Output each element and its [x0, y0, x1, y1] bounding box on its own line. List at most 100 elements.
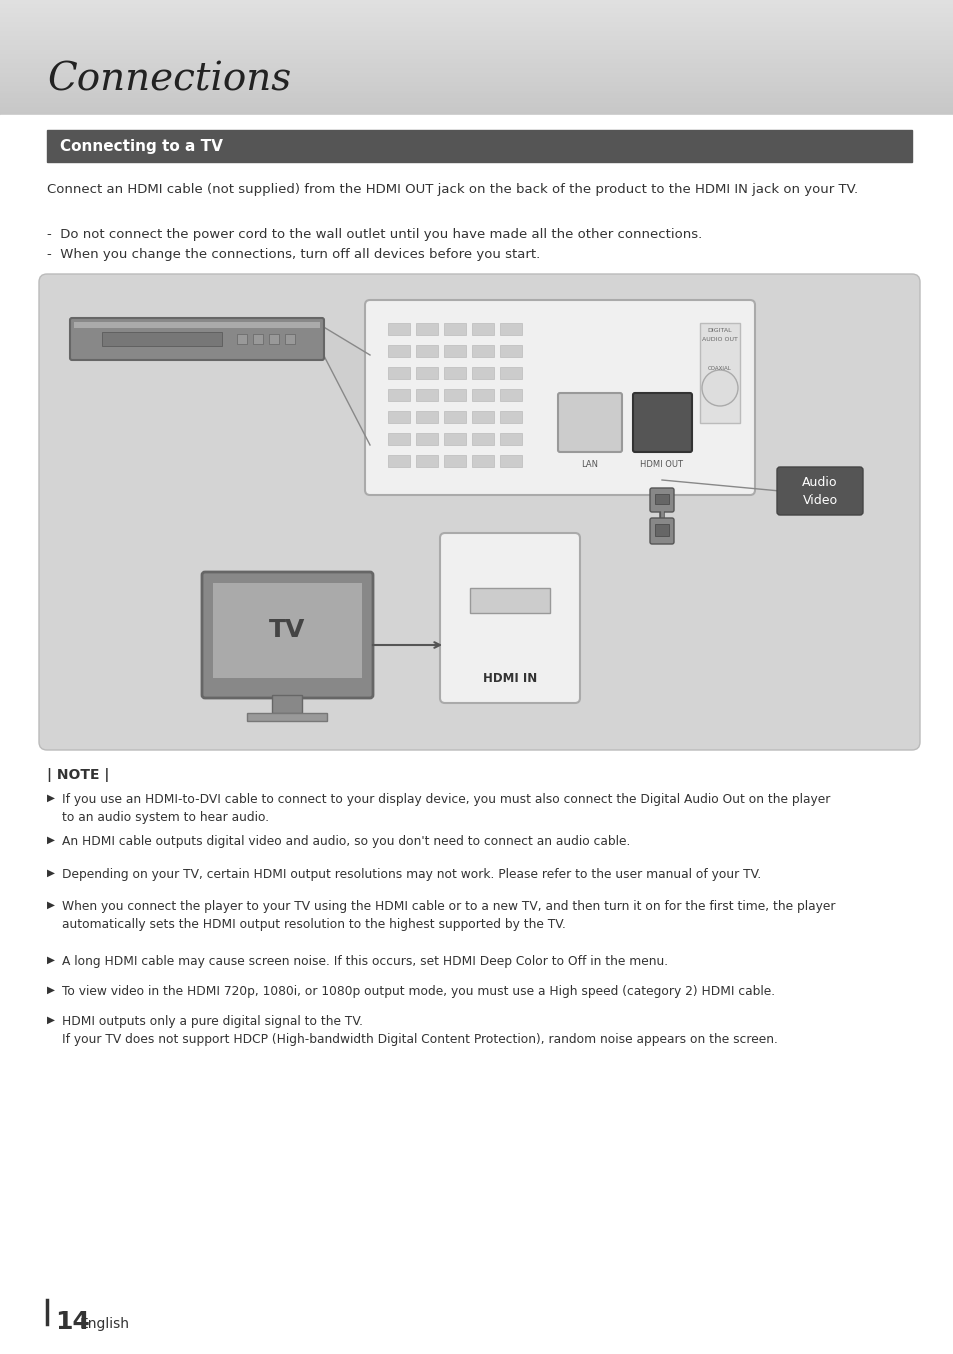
FancyBboxPatch shape: [776, 467, 862, 515]
Text: AUDIO OUT: AUDIO OUT: [701, 337, 738, 343]
FancyBboxPatch shape: [649, 519, 673, 544]
Bar: [443, 389, 465, 401]
Bar: [0, 19, 953, 22]
Bar: [0, 72, 953, 74]
Bar: [0, 20, 953, 23]
Text: HDMI outputs only a pure digital signal to the TV.
If your TV does not support H: HDMI outputs only a pure digital signal …: [62, 1016, 777, 1047]
Text: To view video in the HDMI 720p, 1080i, or 1080p output mode, you must use a High: To view video in the HDMI 720p, 1080i, o…: [62, 984, 774, 998]
Bar: [0, 42, 953, 45]
Text: A long HDMI cable may cause screen noise. If this occurs, set HDMI Deep Color to: A long HDMI cable may cause screen noise…: [62, 955, 667, 968]
Bar: [416, 433, 437, 445]
FancyBboxPatch shape: [439, 533, 579, 703]
Bar: [102, 332, 222, 347]
Bar: [269, 334, 278, 344]
Bar: [0, 37, 953, 39]
Bar: [0, 16, 953, 19]
Bar: [0, 50, 953, 53]
Bar: [655, 524, 668, 536]
Text: -  When you change the connections, turn off all devices before you start.: - When you change the connections, turn …: [47, 248, 539, 261]
Bar: [0, 0, 953, 3]
Text: Connect an HDMI cable (not supplied) from the HDMI OUT jack on the back of the p: Connect an HDMI cable (not supplied) fro…: [47, 183, 858, 196]
Text: COAXIAL: COAXIAL: [707, 366, 731, 371]
Bar: [416, 324, 437, 334]
Text: If you use an HDMI-to-DVI cable to connect to your display device, you must also: If you use an HDMI-to-DVI cable to conne…: [62, 793, 829, 825]
Bar: [0, 57, 953, 61]
Bar: [388, 412, 410, 422]
Bar: [472, 389, 494, 401]
Bar: [0, 111, 953, 114]
Bar: [0, 39, 953, 42]
Bar: [0, 89, 953, 92]
Text: Depending on your TV, certain HDMI output resolutions may not work. Please refer: Depending on your TV, certain HDMI outpu…: [62, 868, 760, 881]
FancyBboxPatch shape: [39, 274, 919, 750]
Text: Connecting to a TV: Connecting to a TV: [60, 138, 223, 153]
Bar: [416, 389, 437, 401]
Bar: [0, 85, 953, 88]
Text: | NOTE |: | NOTE |: [47, 768, 110, 783]
Bar: [0, 69, 953, 72]
Bar: [0, 43, 953, 46]
FancyBboxPatch shape: [649, 487, 673, 512]
Bar: [0, 83, 953, 85]
Bar: [0, 80, 953, 84]
Bar: [0, 73, 953, 76]
Bar: [0, 27, 953, 30]
Bar: [0, 106, 953, 108]
Bar: [0, 65, 953, 68]
Bar: [472, 367, 494, 379]
Bar: [213, 584, 361, 678]
Bar: [0, 99, 953, 102]
Bar: [443, 324, 465, 334]
Bar: [499, 345, 521, 357]
Text: LAN: LAN: [581, 460, 598, 468]
Bar: [443, 433, 465, 445]
Text: When you connect the player to your TV using the HDMI cable or to a new TV, and : When you connect the player to your TV u…: [62, 900, 835, 932]
Bar: [0, 108, 953, 111]
Bar: [388, 433, 410, 445]
Bar: [0, 96, 953, 99]
Bar: [416, 345, 437, 357]
Bar: [0, 66, 953, 69]
Bar: [247, 714, 327, 720]
Bar: [416, 412, 437, 422]
Bar: [0, 112, 953, 115]
Bar: [388, 324, 410, 334]
Bar: [0, 9, 953, 12]
Bar: [499, 412, 521, 422]
Bar: [253, 334, 263, 344]
Bar: [472, 455, 494, 467]
FancyBboxPatch shape: [202, 571, 373, 699]
Bar: [499, 389, 521, 401]
Bar: [0, 53, 953, 56]
Text: ▶: ▶: [47, 955, 55, 965]
Text: ▶: ▶: [47, 793, 55, 803]
Text: ▶: ▶: [47, 868, 55, 877]
Bar: [388, 389, 410, 401]
Bar: [499, 367, 521, 379]
Bar: [0, 103, 953, 107]
Bar: [443, 455, 465, 467]
Bar: [74, 322, 319, 328]
Bar: [0, 23, 953, 26]
Bar: [472, 324, 494, 334]
Bar: [443, 367, 465, 379]
Bar: [0, 88, 953, 91]
Bar: [416, 455, 437, 467]
Bar: [272, 695, 302, 714]
Bar: [0, 30, 953, 32]
Bar: [0, 46, 953, 49]
Bar: [0, 76, 953, 79]
Text: HDMI OUT: HDMI OUT: [639, 460, 682, 468]
Bar: [0, 34, 953, 38]
Bar: [499, 455, 521, 467]
Bar: [388, 367, 410, 379]
Bar: [0, 92, 953, 95]
Bar: [47, 130, 911, 162]
Bar: [0, 95, 953, 97]
FancyBboxPatch shape: [633, 393, 691, 452]
FancyBboxPatch shape: [558, 393, 621, 452]
Bar: [0, 11, 953, 15]
Bar: [472, 345, 494, 357]
Bar: [0, 7, 953, 9]
FancyBboxPatch shape: [70, 318, 324, 360]
